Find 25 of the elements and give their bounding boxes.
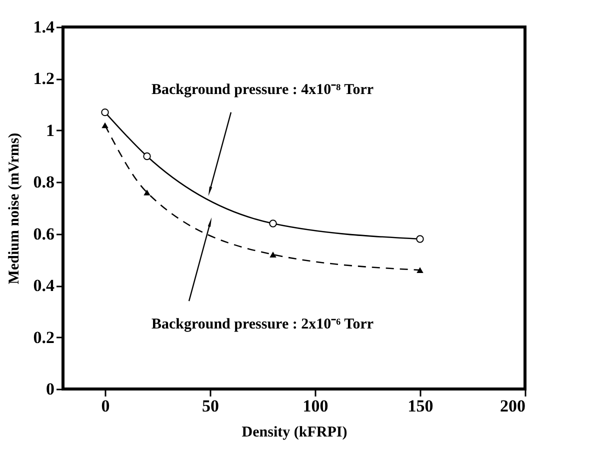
y-tick-label: 1 — [46, 120, 54, 140]
point — [270, 252, 276, 258]
y-tick-label: 0 — [46, 380, 54, 398]
x-tick-label: 200 — [500, 396, 526, 416]
y-tick-label: 0.8 — [33, 172, 54, 192]
point — [416, 235, 424, 243]
point — [102, 122, 108, 128]
point — [143, 152, 151, 160]
y-tick-label: 1.4 — [33, 18, 55, 36]
x-axis-title: Density (kFRPI) — [242, 424, 348, 440]
point — [416, 267, 424, 273]
x-tick-label: 100 — [302, 396, 328, 416]
point — [101, 108, 109, 116]
y-tick-label: 0.4 — [33, 276, 55, 296]
y-tick-label: 0.2 — [33, 328, 54, 347]
y-axis-title: Medium noise (mVrms) — [6, 132, 22, 284]
x-tick-label: 150 — [408, 396, 434, 416]
x-tick-label: 0 — [101, 396, 110, 416]
text: Background pressure : 2x10⁻⁶ Torr — [151, 316, 374, 333]
text: Background pressure : 4x10⁻⁸ Torr — [151, 82, 374, 98]
y-tick-label: 0.6 — [33, 224, 54, 244]
y-tick-label: 1.2 — [33, 69, 54, 88]
point — [269, 220, 277, 228]
x-tick-label: 50 — [202, 396, 219, 416]
point — [144, 190, 150, 196]
